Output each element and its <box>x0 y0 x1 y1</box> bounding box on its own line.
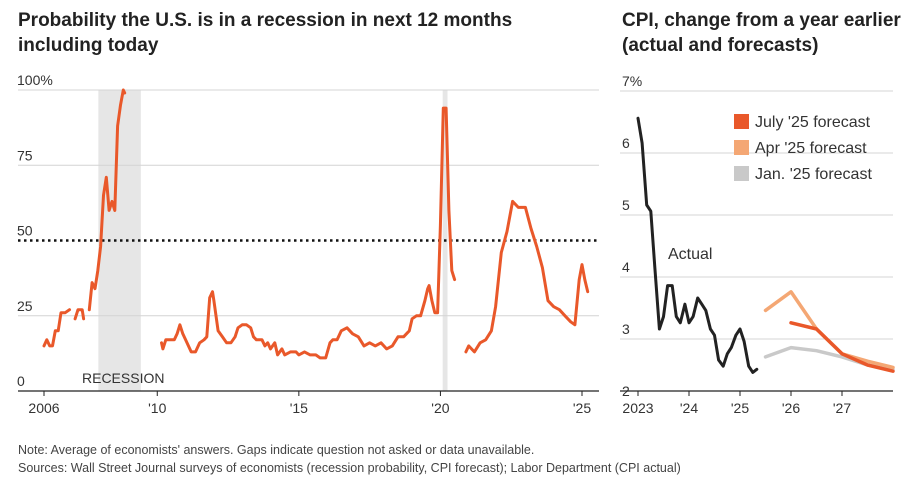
y-tick-label: 25 <box>17 298 33 314</box>
x-tick-label: '25 <box>731 400 749 416</box>
cpi-line-actual <box>636 116 759 374</box>
y-tick-label: 50 <box>17 223 33 239</box>
y-tick-label: 3 <box>622 321 630 337</box>
probability-line-segment-1 <box>73 308 86 321</box>
y-tick-label: 100% <box>17 72 53 88</box>
x-tick-label: 2006 <box>28 400 59 416</box>
legend-swatch-jan <box>734 166 749 181</box>
legend-label-apr: Apr '25 forecast <box>755 140 867 157</box>
cpi-line-apr <box>763 290 895 370</box>
actual-label: Actual <box>668 246 712 263</box>
x-tick-label: '24 <box>680 400 698 416</box>
chart-note: Note: Average of economists' answers. Ga… <box>18 443 535 457</box>
legend-swatch-apr <box>734 140 749 155</box>
y-tick-label: 7% <box>622 73 642 89</box>
x-tick-label: '10 <box>148 400 166 416</box>
probability-line-segment-3 <box>160 106 457 360</box>
y-tick-label: 4 <box>622 259 630 275</box>
probability-line-segment-0 <box>42 308 71 348</box>
right-chart-title: CPI, change from a year earlier (actual … <box>622 10 901 56</box>
legend-label-jan: Jan. '25 forecast <box>755 166 872 183</box>
y-tick-label: 6 <box>622 135 630 151</box>
chart-sources: Sources: Wall Street Journal surveys of … <box>18 461 681 475</box>
y-tick-label: 0 <box>17 373 25 389</box>
x-tick-label: '20 <box>431 400 449 416</box>
cpi-line-july <box>789 321 895 373</box>
recession-label: RECESSION <box>82 370 164 386</box>
left-chart-title: Probability the U.S. is in a recession i… <box>18 10 513 56</box>
y-tick-label: 75 <box>17 147 33 163</box>
probability-line-segment-4 <box>464 199 590 354</box>
x-tick-label: '26 <box>782 400 800 416</box>
legend-label-july: July '25 forecast <box>755 114 871 131</box>
probability-line-segment-2 <box>87 88 127 312</box>
y-tick-label: 5 <box>622 197 630 213</box>
x-tick-label: '27 <box>833 400 851 416</box>
x-tick-label: 2023 <box>622 400 653 416</box>
x-tick-label: '25 <box>573 400 591 416</box>
legend-swatch-july <box>734 114 749 129</box>
x-tick-label: '15 <box>290 400 308 416</box>
